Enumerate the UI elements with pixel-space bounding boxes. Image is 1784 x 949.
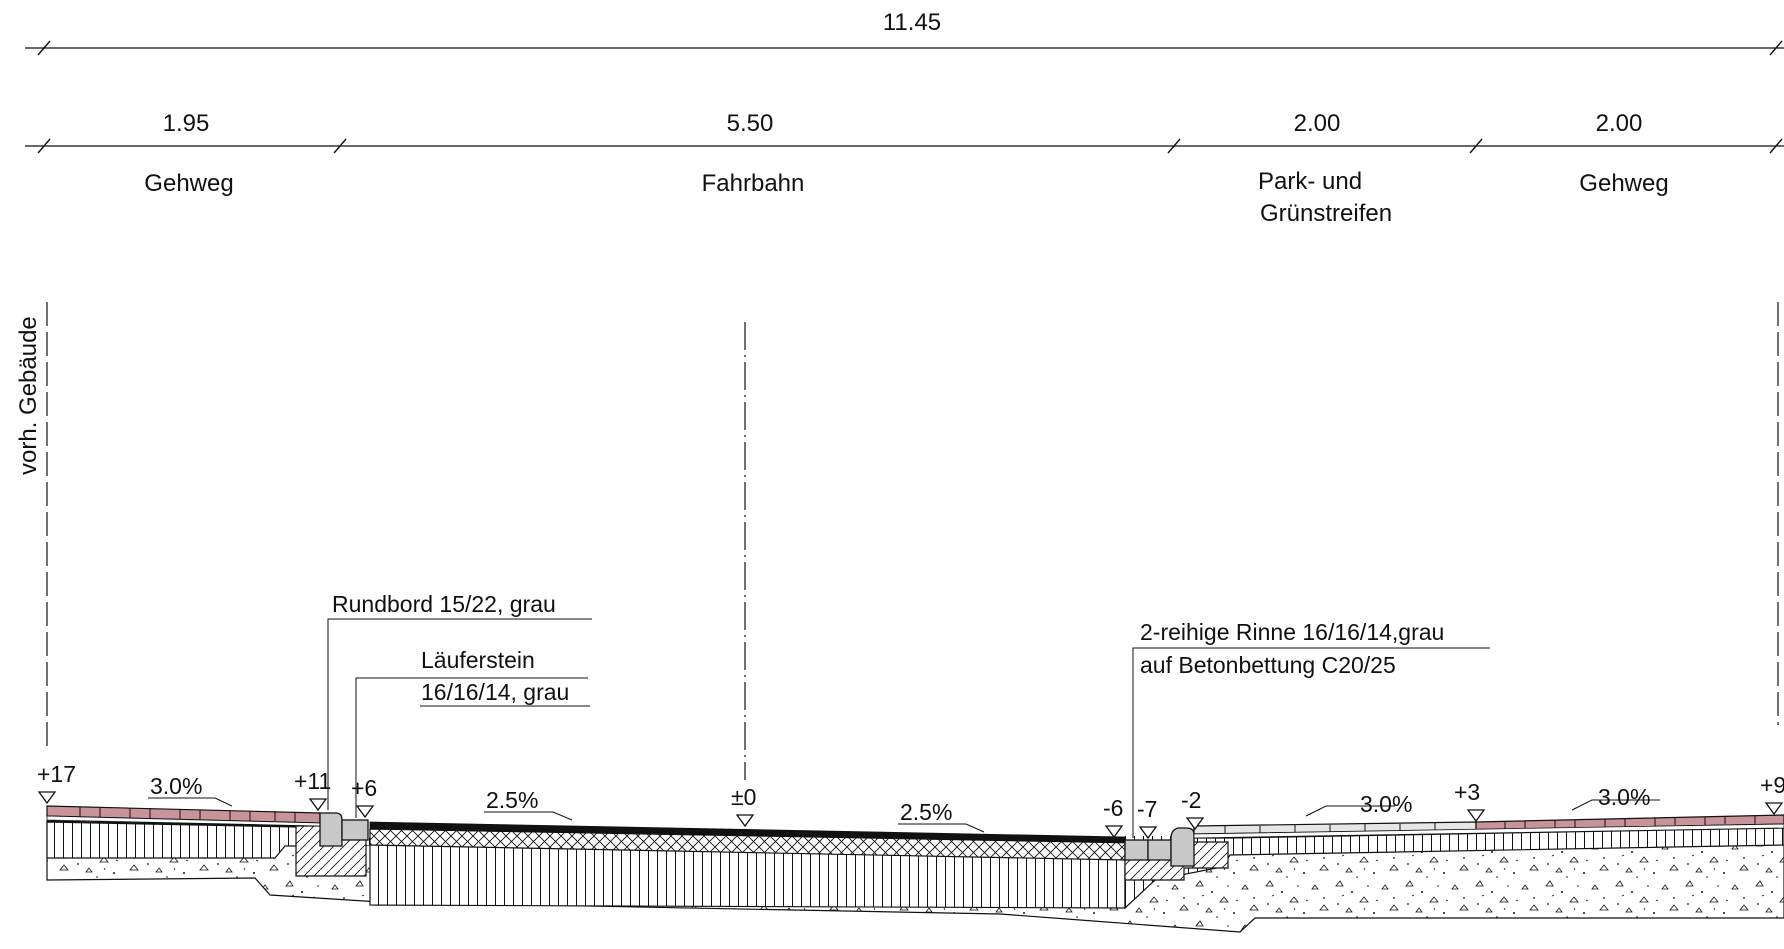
slope-arrow <box>148 797 233 807</box>
segment-dimension-value: 2.00 <box>1596 110 1643 137</box>
left-paving-joints <box>79 807 296 822</box>
callout-laeuferstein: Läuferstein 16/16/14, grau <box>355 647 590 818</box>
elevation-value: +11 <box>294 768 331 794</box>
total-dimension-value: 11.45 <box>883 9 941 36</box>
slope-arrow <box>898 823 985 833</box>
right-paving-joints <box>1504 816 1756 830</box>
zone-label-park-line1: Park- und <box>1258 168 1362 195</box>
elevation-triangle <box>308 798 328 812</box>
slope-arrow <box>484 811 573 821</box>
segment-dimension-value: 1.95 <box>163 110 210 137</box>
elevation-triangle <box>1466 809 1486 823</box>
elevation-value: -6 <box>1103 795 1123 821</box>
elevation-triangle <box>1185 817 1205 831</box>
elevation-value: -7 <box>1137 796 1157 822</box>
slope-value: 2.5% <box>900 799 952 825</box>
elevation-value: ±0 <box>731 784 756 810</box>
slope-value: 3.0% <box>150 773 202 799</box>
laeuferstein <box>341 819 369 841</box>
leader-line <box>327 618 592 810</box>
slope-value: 3.0% <box>1598 784 1650 810</box>
elevation-marker: +6 <box>351 775 377 819</box>
slope-marker: 3.0% <box>1571 784 1660 811</box>
callout-rundbord-text: Rundbord 15/22, grau <box>332 591 556 617</box>
slope-arrow <box>1305 805 1395 817</box>
existing-building-left: vorh. Gebäude <box>15 302 48 752</box>
slope-value: 2.5% <box>486 787 538 813</box>
callout-rundbord: Rundbord 15/22, grau <box>327 591 592 810</box>
callout-rinne-line1: 2-reihige Rinne 16/16/14,grau <box>1140 619 1444 645</box>
segment-dimension-value: 5.50 <box>727 110 774 137</box>
rinne-stone-1 <box>1124 839 1149 861</box>
elevation-value: +9 <box>1760 772 1784 798</box>
rinne-stone-2 <box>1147 839 1172 861</box>
zone-label-gehweg-right: Gehweg <box>1579 170 1668 197</box>
slope-marker: 2.5% <box>898 799 985 833</box>
elevation-marker: -7 <box>1137 796 1158 840</box>
elevation-value: +17 <box>37 761 76 787</box>
leader-line <box>1132 647 1490 838</box>
zone-label-park-line2: Grünstreifen <box>1260 200 1392 227</box>
callout-laeuferstein-line2: 16/16/14, grau <box>421 679 569 705</box>
total-dimension: 11.45 <box>25 9 1784 56</box>
elevation-value: -2 <box>1181 787 1201 813</box>
elevation-triangle <box>37 791 57 805</box>
dimension-tick <box>333 138 347 154</box>
elevation-marker: +17 <box>37 761 76 805</box>
zone-label-fahrbahn: Fahrbahn <box>702 170 805 197</box>
elevation-triangle <box>355 805 375 819</box>
callout-rinne-line2: auf Betonbettung C20/25 <box>1140 652 1396 678</box>
slope-marker: 3.0% <box>1305 791 1412 817</box>
elevation-triangle <box>735 814 755 828</box>
elevation-triangle <box>1138 826 1158 840</box>
elevation-marker: -2 <box>1181 787 1205 831</box>
elevation-marker: +3 <box>1454 779 1486 823</box>
elevation-value: +6 <box>351 775 377 801</box>
right-kerb <box>1170 827 1195 867</box>
elevation-marker: +11 <box>294 768 331 812</box>
slope-annotations: 3.0% 2.5% 2.5% 3.0% 3.0% <box>148 773 1660 833</box>
slope-marker: 3.0% <box>148 773 233 807</box>
segment-dimensions: 1.95 5.50 2.00 2.00 <box>25 110 1784 154</box>
building-label: vorh. Gebäude <box>15 316 42 475</box>
dimension-tick <box>1167 138 1181 154</box>
callout-rinne: 2-reihige Rinne 16/16/14,grau auf Betonb… <box>1132 619 1490 838</box>
elevation-value: +3 <box>1454 779 1480 805</box>
right-sidewalk-paving <box>1475 814 1784 831</box>
elevation-marker: -6 <box>1103 795 1124 839</box>
leader-line <box>355 677 588 818</box>
zone-labels: Gehweg Fahrbahn Park- und Grünstreifen G… <box>144 168 1668 227</box>
slope-value: 3.0% <box>1360 791 1412 817</box>
elevation-marker: ±0 <box>731 784 756 828</box>
slope-arrow <box>1571 799 1660 811</box>
left-base-band <box>46 821 299 859</box>
slope-marker: 2.5% <box>484 787 573 821</box>
elevation-markers: +17 +11 +6 ±0 -6 -7 -2 +3 <box>37 761 1784 840</box>
segment-dimension-value: 2.00 <box>1294 110 1341 137</box>
left-kerb-rundbord <box>318 812 343 847</box>
callout-laeuferstein-line1: Läuferstein <box>421 647 535 673</box>
dimension-tick <box>37 40 51 56</box>
zone-label-gehweg-left: Gehweg <box>144 170 233 197</box>
dimension-tick <box>1769 40 1783 56</box>
dimension-tick <box>37 138 51 154</box>
elevation-marker: +9 <box>1760 772 1784 816</box>
elevation-triangle <box>1104 825 1124 839</box>
dimension-tick <box>1469 138 1483 154</box>
dimension-tick <box>1769 138 1783 154</box>
elevation-triangle <box>1764 802 1784 816</box>
